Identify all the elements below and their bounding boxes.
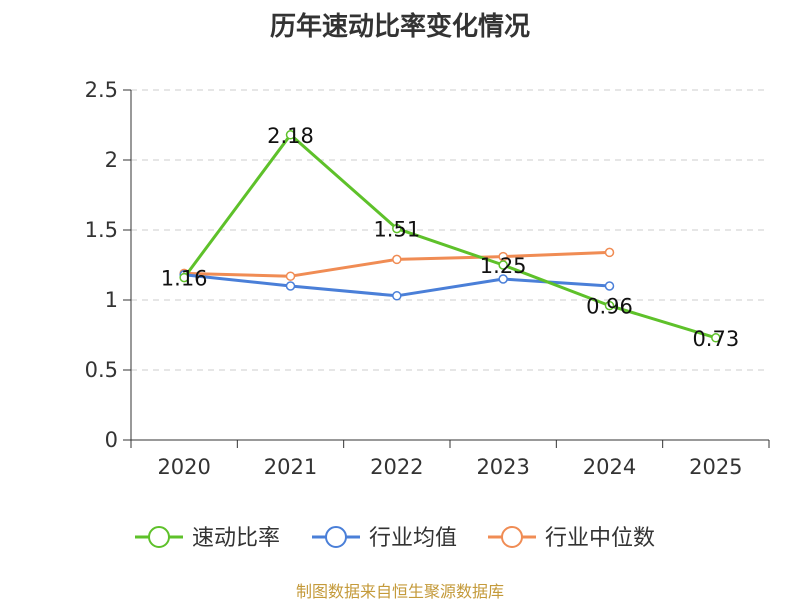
y-tick-label: 2.5 <box>85 78 118 102</box>
data-point <box>604 300 615 311</box>
series-line-0 <box>182 133 717 340</box>
data-label: 0.96 <box>586 295 633 319</box>
legend-marker <box>501 526 523 548</box>
grid-lines <box>131 89 769 371</box>
data-point <box>498 260 508 270</box>
data-point <box>498 274 508 284</box>
data-label: 0.73 <box>692 327 739 351</box>
source-note: 制图数据来自恒生聚源数据库 <box>295 582 504 601</box>
data-point <box>392 254 402 265</box>
data-label: 1.25 <box>480 254 527 278</box>
legend-marker <box>148 526 170 548</box>
data-label: 1.16 <box>161 267 208 291</box>
legend-label: 行业中位数 <box>545 526 655 551</box>
y-tick-label: 1.5 <box>85 218 118 242</box>
legend: 速动比率 行业均值 行业中位数 <box>135 526 655 551</box>
x-tick-label: 2024 <box>583 455 636 479</box>
data-labels: 1.16 2.18 1.51 1.25 0.96 0.73 <box>161 124 739 351</box>
axes: 0 0.5 1 1.5 2 2.5 2020 2021 2022 2023 2024 2025 <box>85 78 770 479</box>
legend-label: 行业均值 <box>369 526 457 551</box>
data-point <box>604 247 615 258</box>
legend-marker <box>325 526 347 548</box>
data-label: 1.51 <box>373 218 420 242</box>
x-tick-label: 2023 <box>476 455 529 479</box>
data-point <box>711 333 721 343</box>
series-group <box>179 130 721 343</box>
data-point <box>285 281 296 291</box>
data-point <box>392 223 402 234</box>
data-point <box>392 291 402 301</box>
data-point <box>604 281 615 291</box>
data-point <box>285 130 296 140</box>
y-tick-label: 2 <box>105 148 118 172</box>
y-tick-label: 0.5 <box>85 358 118 382</box>
legend-label: 速动比率 <box>192 526 280 551</box>
x-tick-label: 2020 <box>157 455 210 479</box>
data-point <box>179 272 189 283</box>
x-tick-label: 2025 <box>689 455 742 479</box>
data-label: 2.18 <box>267 124 314 148</box>
x-tick-label: 2022 <box>370 455 423 479</box>
data-point <box>285 271 296 281</box>
y-tick-label: 1 <box>105 288 118 312</box>
chart-title: 历年速动比率变化情况 <box>269 12 530 42</box>
y-tick-label: 0 <box>105 428 118 452</box>
x-tick-label: 2021 <box>264 455 317 479</box>
